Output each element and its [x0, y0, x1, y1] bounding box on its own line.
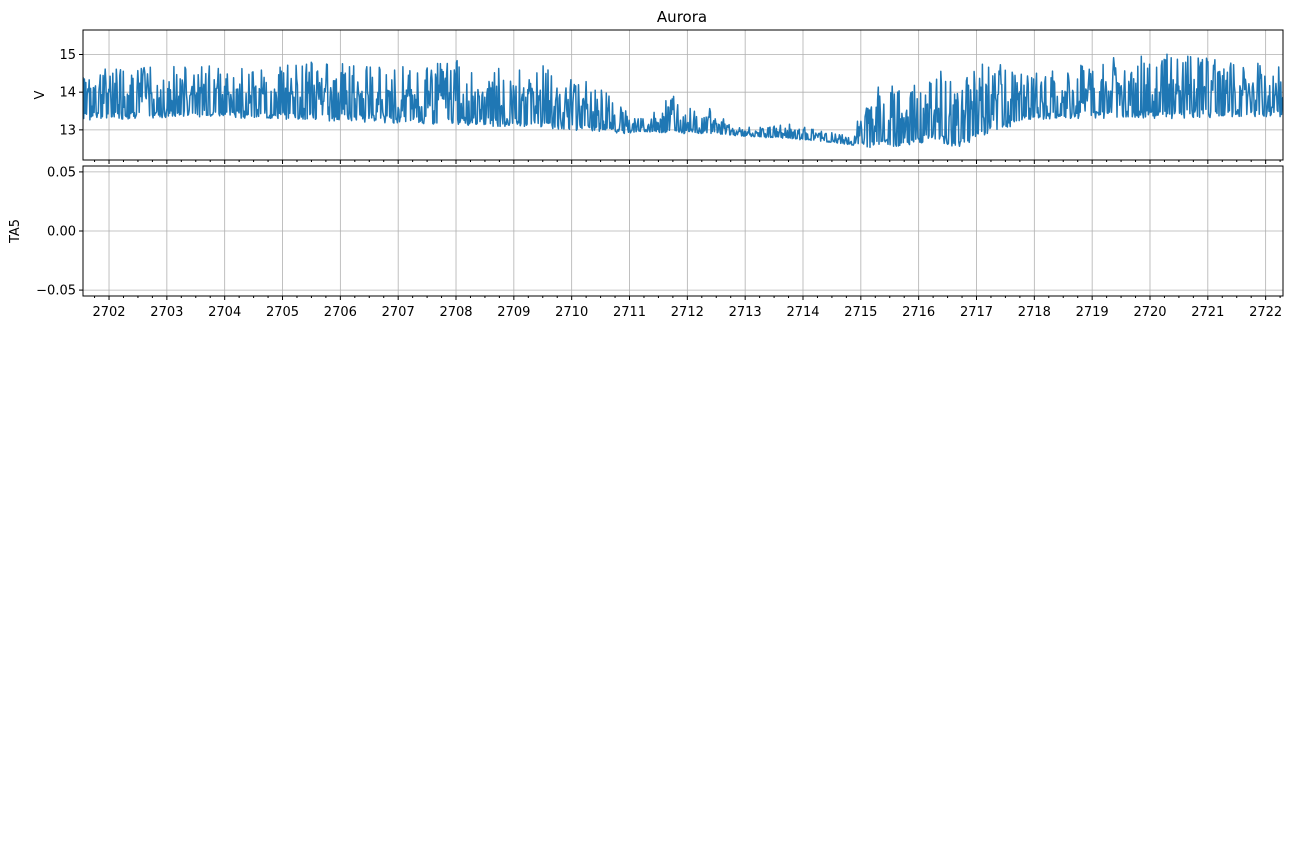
ta5-x-tick-label: 2716 [902, 305, 935, 320]
ta5-plot-frame [82, 165, 1284, 297]
ta5-x-tick-label: 2706 [324, 305, 357, 320]
ta5-grid [83, 166, 1283, 296]
ta5-x-tick-label: 2708 [439, 305, 472, 320]
ta5-x-tick-label: 2709 [497, 305, 530, 320]
ta5-x-tick-label: 2715 [844, 305, 877, 320]
ta5-x-tick-label: 2710 [555, 305, 588, 320]
voltage-panel: Aurora 13 14 15 V [33, 8, 1284, 164]
ta5-axis-ticks: 2702 2703 2704 2705 2706 2707 2708 2709 2710 2711… [36, 165, 1282, 320]
ta5-x-tick-label: 2718 [1018, 305, 1051, 320]
ta5-x-tick-label: 2704 [208, 305, 241, 320]
ta5-x-tick-label: 2714 [786, 305, 819, 320]
voltage-y-tick-label: 15 [59, 48, 76, 63]
voltage-y-axis-label: V [33, 90, 48, 99]
ta5-panel: 2702 2703 2704 2705 2706 2707 2708 2709 2710 2711… [8, 165, 1284, 320]
ta5-x-tick-label: 2717 [960, 305, 993, 320]
ta5-y-tick-label: 0.00 [47, 225, 76, 240]
ta5-x-tick-label: 2702 [92, 305, 125, 320]
ta5-x-tick-label: 2711 [613, 305, 646, 320]
ta5-x-tick-label: 2721 [1191, 305, 1224, 320]
ta5-y-tick-label: −0.05 [36, 284, 76, 299]
ta5-x-tick-label: 2703 [150, 305, 183, 320]
ta5-y-tick-label: 0.05 [47, 165, 76, 180]
ta5-x-tick-label: 2722 [1249, 305, 1282, 320]
chart-title: Aurora [657, 8, 707, 26]
ta5-x-tick-label: 2713 [729, 305, 762, 320]
ta5-x-tick-label: 2705 [266, 305, 299, 320]
voltage-y-tick-label: 13 [59, 123, 76, 138]
voltage-axis-ticks: 13 14 15 [59, 48, 1281, 164]
ta5-y-axis-label: TA5 [8, 219, 23, 244]
voltage-y-tick-label: 14 [59, 86, 76, 101]
voltage-plot-frame [82, 29, 1284, 161]
ta5-x-tick-label: 2720 [1133, 305, 1166, 320]
ta5-x-tick-label: 2719 [1076, 305, 1109, 320]
ta5-x-tick-label: 2712 [671, 305, 704, 320]
voltage-series-line [83, 53, 1283, 149]
ta5-x-tick-label: 2707 [382, 305, 415, 320]
